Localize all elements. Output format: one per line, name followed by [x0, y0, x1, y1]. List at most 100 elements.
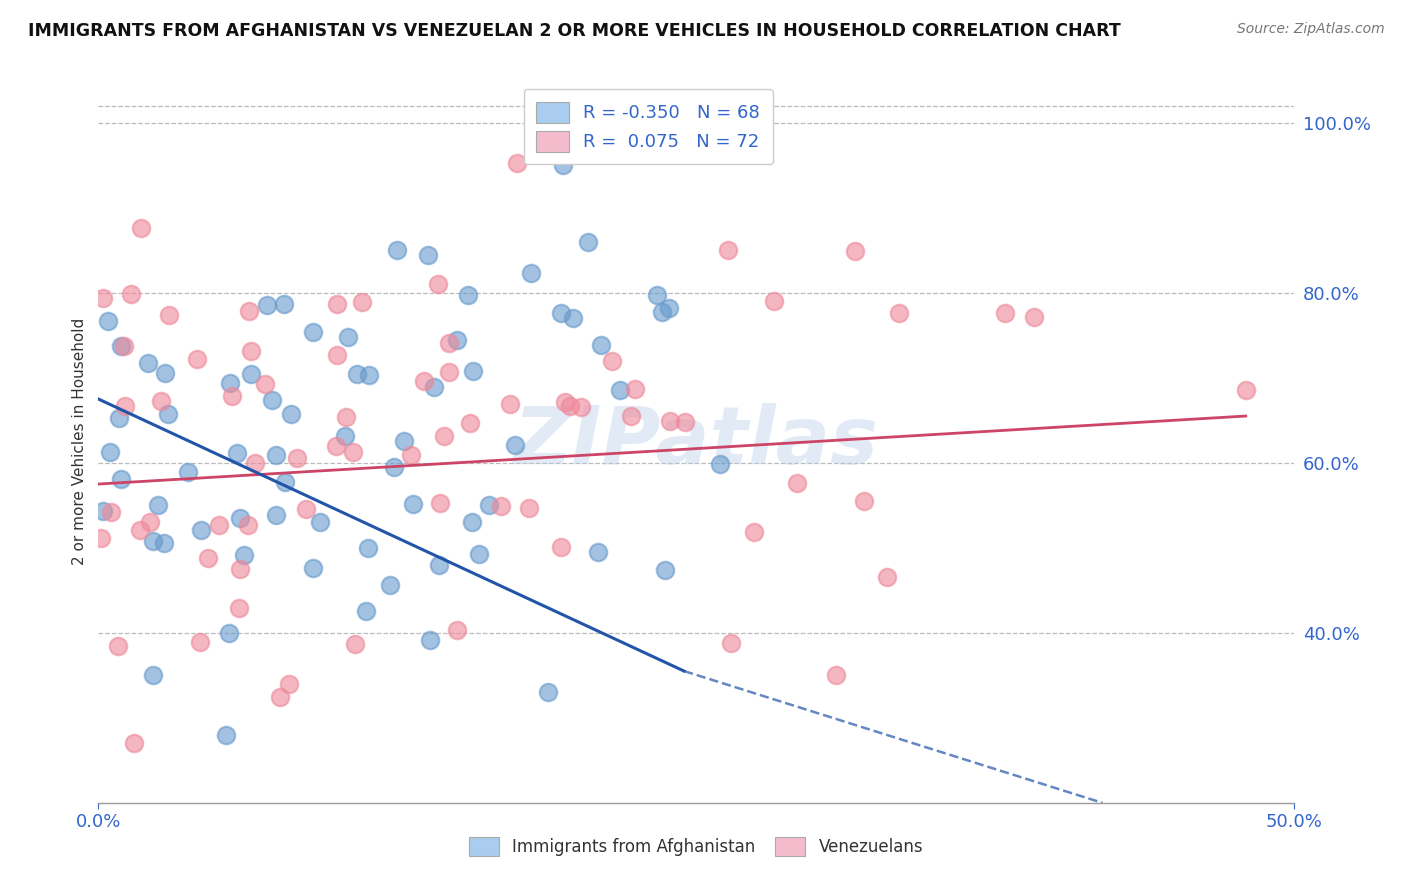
- Point: [576, 235, 599, 250]
- Point: [302, 560, 325, 574]
- Point: [433, 429, 456, 443]
- Point: [229, 511, 252, 525]
- Point: [177, 465, 200, 479]
- Point: [720, 636, 742, 650]
- Point: [517, 500, 540, 515]
- Point: [419, 633, 441, 648]
- Point: [551, 158, 574, 172]
- Point: [412, 374, 434, 388]
- Point: [228, 601, 250, 615]
- Point: [354, 604, 377, 618]
- Point: [294, 502, 316, 516]
- Point: [114, 399, 136, 413]
- Point: [153, 536, 176, 550]
- Point: [654, 564, 676, 578]
- Point: [326, 297, 349, 311]
- Point: [468, 547, 491, 561]
- Point: [97, 313, 120, 327]
- Point: [335, 429, 357, 443]
- Point: [457, 288, 479, 302]
- Point: [122, 736, 145, 750]
- Point: [186, 352, 208, 367]
- Point: [148, 498, 170, 512]
- Point: [159, 308, 181, 322]
- Point: [717, 244, 740, 258]
- Point: [98, 444, 121, 458]
- Point: [215, 728, 238, 742]
- Point: [709, 457, 731, 471]
- Point: [91, 291, 114, 305]
- Point: [825, 667, 848, 681]
- Point: [427, 277, 450, 292]
- Point: [658, 301, 681, 316]
- Point: [207, 518, 229, 533]
- Point: [350, 294, 373, 309]
- Point: [446, 623, 468, 637]
- Point: [253, 376, 276, 391]
- Point: [136, 356, 159, 370]
- Point: [110, 339, 132, 353]
- Point: [357, 368, 380, 383]
- Text: IMMIGRANTS FROM AFGHANISTAN VS VENEZUELAN 2 OR MORE VEHICLES IN HOUSEHOLD CORREL: IMMIGRANTS FROM AFGHANISTAN VS VENEZUELA…: [28, 22, 1121, 40]
- Point: [427, 558, 450, 572]
- Point: [236, 518, 259, 533]
- Point: [550, 540, 572, 554]
- Point: [763, 293, 786, 308]
- Point: [423, 379, 446, 393]
- Point: [402, 498, 425, 512]
- Point: [876, 569, 898, 583]
- Point: [569, 401, 592, 415]
- Point: [308, 516, 330, 530]
- Point: [157, 408, 180, 422]
- Point: [128, 523, 150, 537]
- Point: [190, 523, 212, 537]
- Point: [256, 298, 278, 312]
- Point: [326, 348, 349, 362]
- Point: [107, 640, 129, 654]
- Point: [437, 365, 460, 379]
- Point: [503, 438, 526, 452]
- Point: [228, 562, 250, 576]
- Point: [100, 505, 122, 519]
- Point: [273, 296, 295, 310]
- Point: [260, 392, 283, 407]
- Point: [335, 409, 357, 424]
- Point: [537, 685, 560, 699]
- Point: [108, 411, 131, 425]
- Point: [142, 533, 165, 548]
- Point: [153, 366, 176, 380]
- Point: [378, 578, 401, 592]
- Point: [342, 445, 364, 459]
- Point: [226, 446, 249, 460]
- Point: [280, 407, 302, 421]
- Point: [218, 626, 240, 640]
- Point: [278, 676, 301, 690]
- Point: [264, 508, 287, 522]
- Point: [382, 460, 405, 475]
- Point: [1024, 310, 1046, 325]
- Point: [844, 244, 866, 258]
- Point: [149, 394, 172, 409]
- Point: [385, 244, 408, 258]
- Point: [437, 335, 460, 350]
- Point: [399, 448, 422, 462]
- Point: [499, 397, 522, 411]
- Point: [302, 325, 325, 339]
- Point: [887, 306, 910, 320]
- Point: [356, 541, 378, 556]
- Point: [131, 220, 153, 235]
- Point: [90, 531, 112, 545]
- Point: [346, 367, 368, 381]
- Point: [325, 439, 347, 453]
- Point: [477, 498, 499, 512]
- Point: [628, 141, 651, 155]
- Point: [91, 504, 114, 518]
- Point: [786, 476, 808, 491]
- Point: [285, 451, 308, 466]
- Point: [620, 409, 643, 423]
- Point: [1234, 383, 1257, 397]
- Point: [139, 516, 162, 530]
- Text: ZIPatlas: ZIPatlas: [513, 402, 879, 481]
- Point: [392, 434, 415, 448]
- Point: [600, 354, 623, 368]
